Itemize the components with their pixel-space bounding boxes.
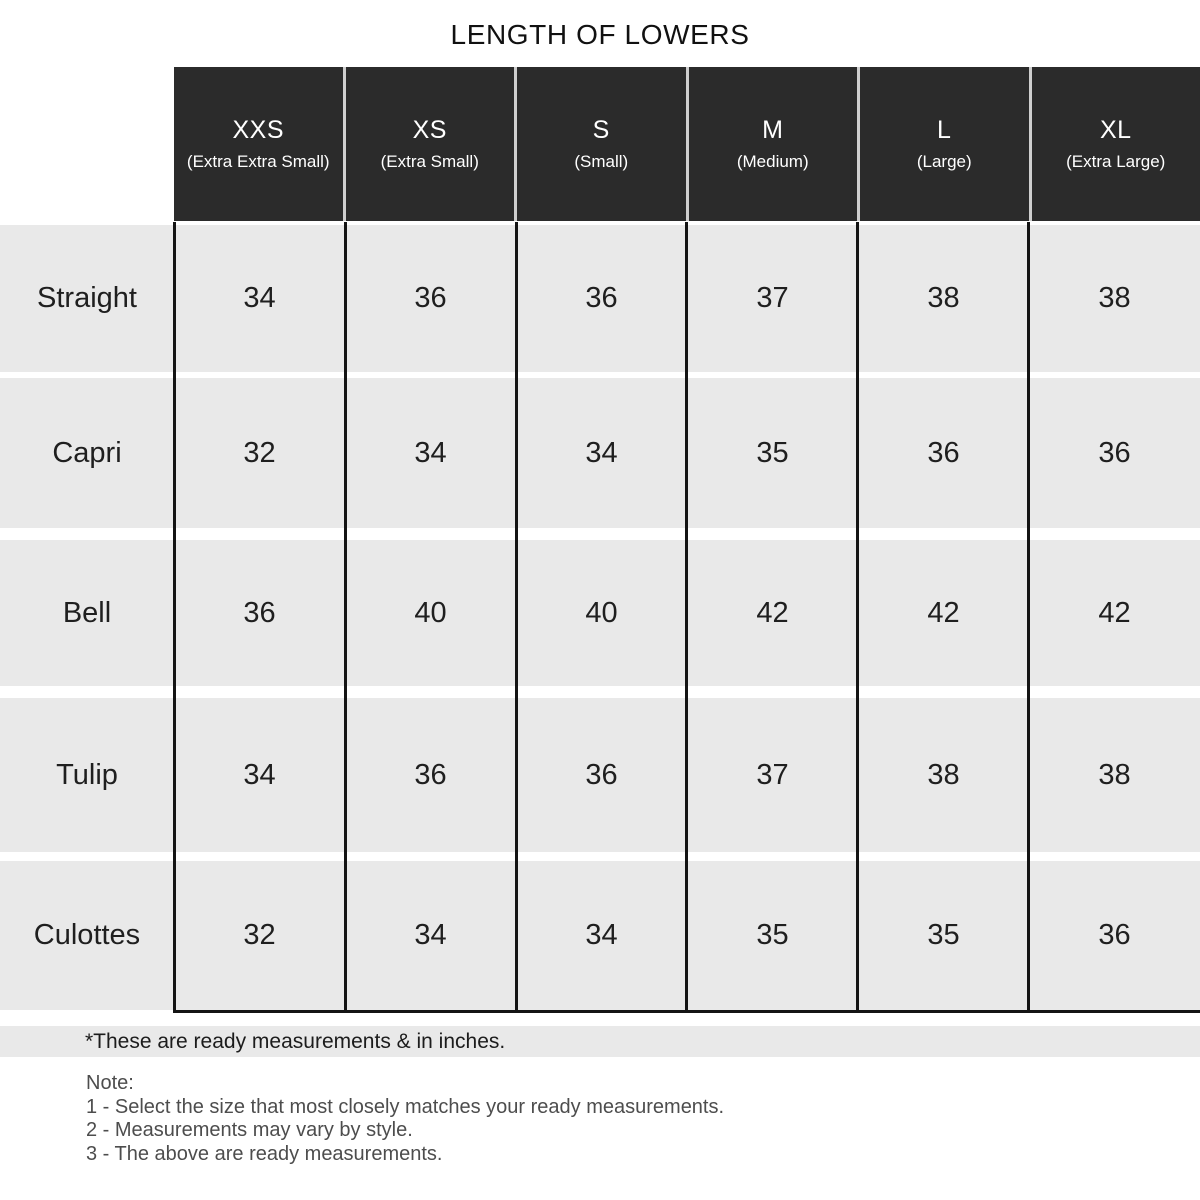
size-full-name: (Extra Small) (380, 152, 479, 171)
measurement-cell: 36 (927, 436, 960, 469)
measurement-cell: 42 (1098, 596, 1131, 629)
size-full-name: (Large) (916, 152, 972, 171)
measurement-cell: 38 (1098, 282, 1131, 314)
column-divider (856, 222, 859, 1013)
size-column-header-s: S (Small) (517, 67, 686, 221)
measurement-cell: 36 (243, 596, 276, 629)
size-code: XXS (232, 116, 285, 144)
measurement-cell: 38 (927, 758, 960, 791)
measurement-cell: 42 (927, 596, 960, 629)
size-code: S (592, 116, 610, 144)
measurement-cell: 34 (414, 919, 447, 951)
size-code: L (937, 116, 952, 144)
measurement-cell: 36 (414, 758, 447, 791)
measurement-cell: 32 (243, 919, 276, 951)
measurement-cell: 32 (243, 436, 276, 469)
measurement-cell: 35 (756, 919, 789, 951)
measurement-cell: 34 (243, 282, 276, 314)
row-label-capri: Capri (0, 378, 174, 528)
measurement-cell: 37 (756, 758, 789, 791)
measurement-cell: 35 (756, 436, 789, 469)
row-label-bell: Bell (0, 540, 174, 686)
measurement-cell: 34 (585, 436, 618, 469)
measurement-cell: 34 (585, 919, 618, 951)
row-label-tulip: Tulip (0, 698, 174, 852)
column-divider (173, 222, 176, 1013)
column-divider (515, 222, 518, 1013)
footnote-text: *These are ready measurements & in inche… (85, 1029, 506, 1053)
row-label-culottes: Culottes (0, 861, 174, 1010)
measurement-cell: 35 (927, 919, 960, 951)
measurement-cell: 34 (243, 758, 276, 791)
measurement-cell: 34 (414, 436, 447, 469)
size-column-header-l: L (Large) (860, 67, 1029, 221)
size-code: XS (412, 116, 447, 144)
note-item: 1 - Select the size that most closely ma… (86, 1095, 725, 1118)
measurement-cell: 36 (585, 758, 618, 791)
measurement-cell: 36 (585, 282, 618, 314)
table-bottom-border (173, 1010, 1200, 1013)
measurement-cell: 36 (1098, 919, 1131, 951)
note-item: 3 - The above are ready measurements. (86, 1142, 443, 1165)
size-code: M (762, 116, 784, 144)
measurement-cell: 40 (585, 596, 618, 629)
footnote-bar: *These are ready measurements & in inche… (0, 1026, 1200, 1057)
size-full-name: (Small) (574, 152, 629, 171)
size-column-header-xl: XL (Extra Large) (1031, 67, 1200, 221)
note-item: 2 - Measurements may vary by style. (86, 1119, 413, 1142)
measurement-cell: 38 (927, 282, 960, 314)
notes-section: Note: 1 - Select the size that most clos… (86, 1072, 724, 1166)
note-heading: Note: (86, 1072, 134, 1094)
column-divider (685, 222, 688, 1013)
measurement-cell: 40 (414, 596, 447, 629)
measurement-cell: 38 (1098, 758, 1131, 791)
size-header-row: XXS (Extra Extra Small) XS (Extra Small)… (174, 67, 1200, 221)
size-column-header-m: M (Medium) (688, 67, 857, 221)
size-code: XL (1099, 116, 1132, 144)
page-title: LENGTH OF LOWERS (450, 19, 750, 50)
size-full-name: (Medium) (736, 152, 809, 171)
size-full-name: (Extra Large) (1066, 152, 1166, 171)
column-divider (1027, 222, 1030, 1013)
measurement-cell: 36 (414, 282, 447, 314)
row-label-straight: Straight (0, 225, 174, 372)
size-column-header-xs: XS (Extra Small) (345, 67, 514, 221)
size-full-name: (Extra Extra Small) (186, 152, 330, 171)
measurement-cell: 37 (756, 282, 789, 314)
measurement-cell: 36 (1098, 436, 1131, 469)
size-column-header-xxs: XXS (Extra Extra Small) (174, 67, 343, 221)
measurement-cell: 42 (756, 596, 789, 629)
column-divider (344, 222, 347, 1013)
